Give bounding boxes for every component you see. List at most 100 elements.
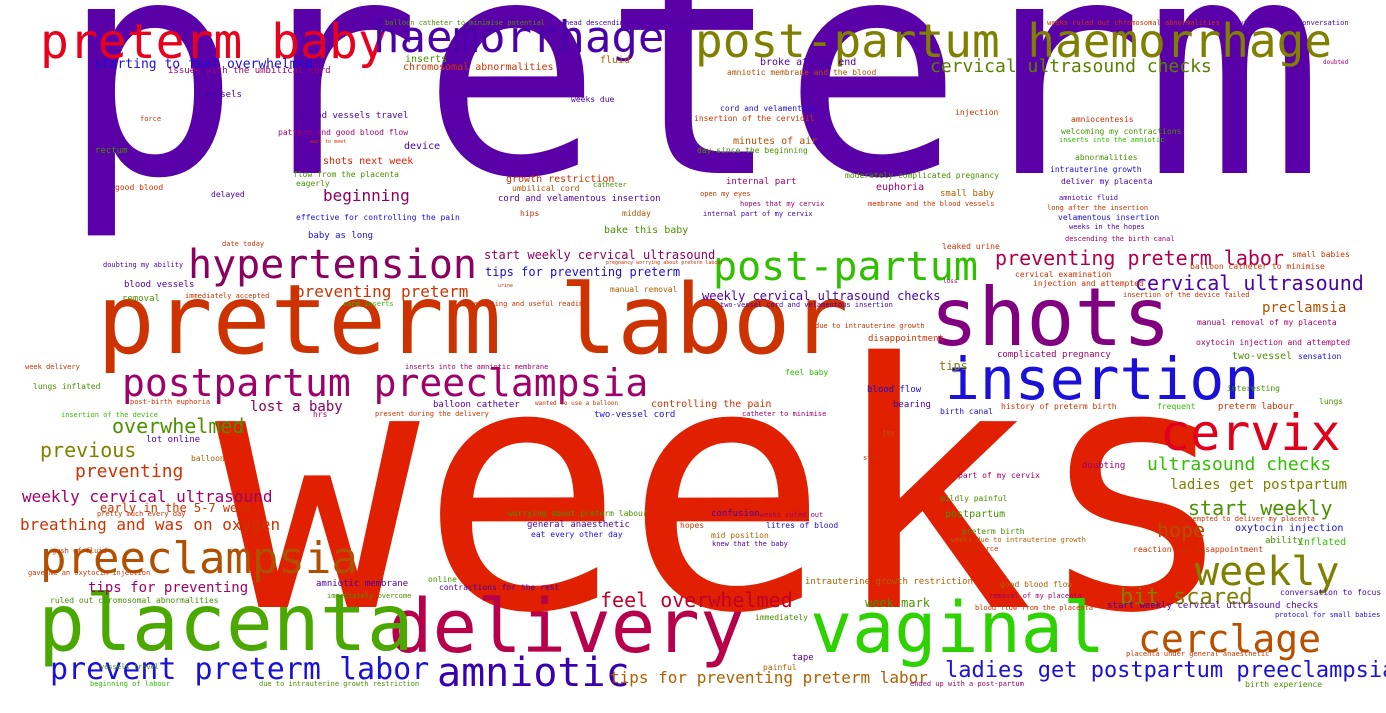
word: start weekly cervical ultrasound: [484, 248, 716, 262]
word: wait to meet: [310, 139, 347, 145]
word: start weekly cervical ultrasound checks: [1107, 601, 1319, 611]
word: two-vessel cord and velamentous insertio…: [720, 301, 893, 309]
word: small baby: [940, 189, 995, 199]
word: chromosomal abnormalities: [403, 62, 554, 73]
word: balloon: [191, 454, 225, 463]
word: good blood: [115, 183, 164, 192]
word: flow from the placenta: [293, 170, 399, 179]
word: postpartum: [945, 509, 1006, 520]
word: post-partum haemorrhage: [695, 14, 1332, 68]
word: doubted: [1323, 59, 1349, 66]
word: present during the delivery: [375, 410, 489, 418]
word: injection and attempted: [1033, 279, 1144, 288]
word: ladies get postpartum preeclampsia: [945, 658, 1386, 683]
word: hopes: [680, 521, 705, 530]
word: delayed: [211, 190, 245, 199]
word: joy: [882, 429, 895, 437]
word: intrauterine growth: [1050, 165, 1142, 174]
word: welcoming my contractions: [1061, 127, 1182, 136]
word: mid position: [711, 531, 769, 540]
word: ended up with a post-partum: [910, 680, 1024, 688]
word: weeks: [215, 292, 1239, 688]
word: withdraw from conversation: [1239, 19, 1349, 27]
word: tips: [939, 359, 968, 373]
word: issues with the umbilical cord: [168, 66, 331, 76]
word: insertion of the device failed: [1123, 291, 1250, 299]
word: rectum: [95, 146, 128, 156]
word: blood flow from the placenta: [975, 604, 1094, 612]
word: immediately overcome: [327, 592, 412, 600]
word: baby as long: [308, 231, 374, 241]
word: gave me an oxytocin injection: [28, 569, 151, 577]
word: attempted to deliver my placenta: [1180, 515, 1315, 523]
word: preterm labour: [1218, 402, 1294, 412]
word: preventing preterm: [295, 282, 469, 301]
word: tips for preventing: [88, 580, 249, 596]
word: leaked urine: [942, 242, 1000, 251]
word: good blood flow: [1000, 580, 1073, 589]
word: hypertension: [188, 242, 477, 288]
word: hips: [520, 209, 540, 218]
word: velamentous insertion: [1058, 213, 1160, 222]
word: worrying about preterm labour: [508, 509, 648, 518]
word: weeks ruled out chromosomal abnormalitie…: [1047, 19, 1220, 27]
word: weekly: [1195, 549, 1340, 595]
word: ability: [1265, 536, 1303, 546]
word: placenta under general anaesthetic: [1126, 650, 1270, 658]
word: catheter: [593, 181, 627, 189]
word: weekly cervical ultrasound checks: [702, 289, 941, 303]
word: intrauterine growth restriction: [805, 577, 973, 587]
word: cord and velamentous: [720, 104, 817, 113]
word: internal part of my cervix: [703, 210, 813, 218]
word: complicated pregnancy: [997, 350, 1111, 360]
word: minutes of air: [733, 136, 818, 147]
word: lungs: [1319, 397, 1344, 406]
word: small babies: [1292, 250, 1350, 259]
word: previous: [40, 438, 137, 462]
word: pattern and good blood flow: [278, 128, 409, 137]
word: conversation to focus: [1280, 588, 1382, 597]
word: due to intrauterine growth restriction: [259, 680, 420, 688]
word: feel baby: [785, 368, 829, 377]
word: balloon catheter to minimise: [1190, 262, 1325, 271]
word: knew that the baby: [712, 540, 788, 548]
word: cervical examination: [1015, 270, 1112, 279]
word: vessels: [204, 90, 242, 100]
word: early in the 5-7 week: [100, 501, 252, 515]
word: start: [863, 454, 885, 462]
word: confusion: [711, 509, 760, 519]
word: inserts: [405, 54, 448, 65]
word: start weekly: [1188, 496, 1333, 520]
word: membrane and the blood vessels: [868, 200, 995, 208]
word: preclamsia: [1262, 300, 1347, 316]
word: weeks ruled out: [760, 511, 824, 519]
word: inserts into the amniotic: [1059, 136, 1165, 144]
word: mildly painful: [940, 494, 1008, 503]
word: doubting: [1082, 461, 1126, 471]
word: open my eyes: [700, 190, 751, 198]
word: long after the insertion: [1047, 204, 1149, 212]
word: blood flow: [867, 385, 922, 395]
word: post-partum: [713, 244, 978, 290]
word: prevent preterm labor: [50, 652, 430, 687]
word: cord inserts: [343, 300, 394, 308]
word: sensation: [1298, 352, 1342, 361]
word: pregnancy worrying about preterm labour: [606, 260, 724, 266]
word: cord and velamentous insertion: [498, 194, 661, 204]
word: injection: [955, 108, 999, 117]
word: feel overwhelmed: [600, 588, 793, 612]
word: wanted to use a balloon: [535, 400, 619, 407]
word: beginning of labour: [90, 680, 171, 688]
word: tips for preventing preterm labor: [610, 668, 928, 687]
word: general anaesthetic: [527, 520, 630, 530]
word: ladies get postpartum: [1170, 477, 1348, 493]
word: preterm: [60, 0, 1325, 244]
word: midday: [622, 209, 651, 218]
word: birth experience: [1245, 680, 1323, 689]
word: preterm labor: [97, 264, 849, 376]
word: loss: [943, 278, 958, 285]
word: immediately accepted: [185, 292, 270, 300]
word: interesting: [1227, 384, 1280, 393]
word: litres of blood: [766, 521, 839, 530]
word: blood vessels travel: [300, 111, 409, 121]
